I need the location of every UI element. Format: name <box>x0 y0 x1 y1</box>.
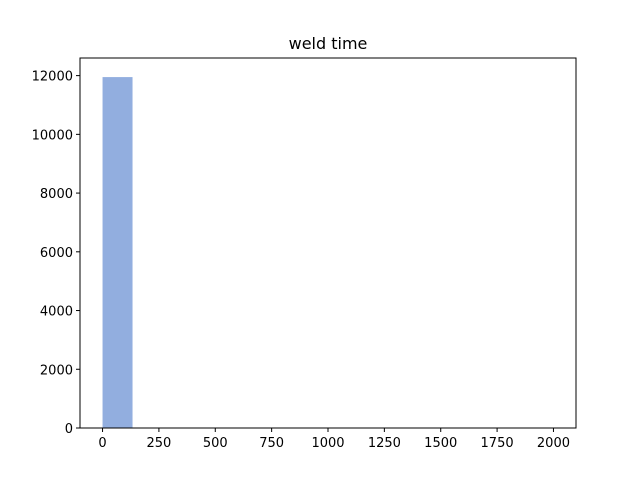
x-tick-label: 750 <box>259 436 284 451</box>
bars-group <box>102 77 133 428</box>
x-tick-label: 1000 <box>311 436 344 451</box>
bar-0 <box>102 77 133 428</box>
y-tick-label: 2000 <box>40 363 73 378</box>
x-tick-label: 1250 <box>368 436 401 451</box>
y-tick-label: 12000 <box>32 70 73 85</box>
x-tick-label: 500 <box>203 436 228 451</box>
y-tick-label: 8000 <box>40 187 73 202</box>
y-tick-label: 0 <box>65 422 73 437</box>
x-tick-label: 1750 <box>481 436 514 451</box>
y-tick-label: 6000 <box>40 246 73 261</box>
chart-title: weld time <box>289 34 368 53</box>
x-tick-label: 0 <box>98 436 106 451</box>
x-tick-label: 1500 <box>424 436 457 451</box>
x-tick-label: 250 <box>146 436 171 451</box>
x-tick-label: 2000 <box>537 436 570 451</box>
plot-frame <box>79 57 577 429</box>
y-tick-label: 4000 <box>40 305 73 320</box>
y-axis: 0 2000 4000 6000 8000 10000 12000 <box>32 70 80 437</box>
x-axis: 0 250 500 750 1000 1250 1500 1750 2000 <box>98 428 570 451</box>
y-tick-label: 10000 <box>32 128 73 143</box>
